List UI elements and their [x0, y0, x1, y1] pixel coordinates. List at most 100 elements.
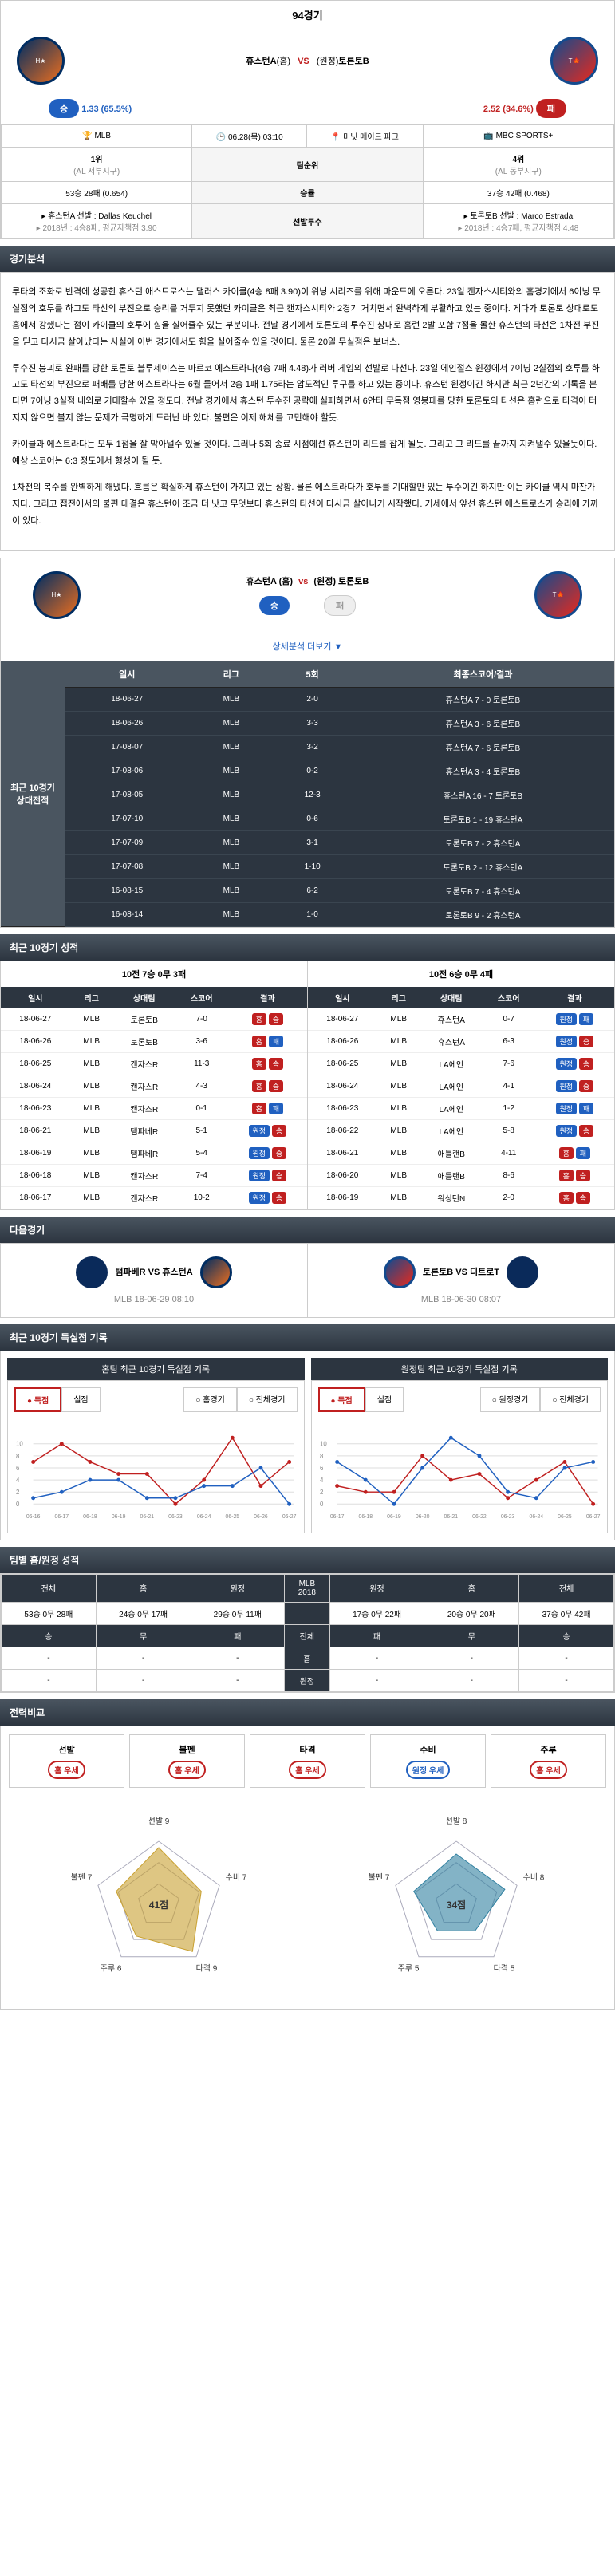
- tab-score[interactable]: ● 득점: [14, 1387, 61, 1412]
- info-broadcast: 📺 MBC SPORTS+: [423, 125, 613, 148]
- svg-text:06-24: 06-24: [529, 1514, 543, 1520]
- svg-text:06-20: 06-20: [415, 1514, 429, 1520]
- away-prefix: (원정): [317, 57, 339, 66]
- home-rank: 1위(AL 서부지구): [2, 148, 192, 182]
- home-team-name: 휴스턴A: [246, 57, 276, 66]
- svg-text:선발 9: 선발 9: [148, 1817, 170, 1826]
- compare-title: 전력비교: [0, 1699, 615, 1726]
- next-home: 탬파베R VS 휴스턴A MLB 18-06-29 08:10: [1, 1244, 308, 1317]
- teamrec-title: 팀별 홈/원정 성적: [0, 1547, 615, 1573]
- svg-text:06-25: 06-25: [558, 1514, 572, 1520]
- svg-text:41점: 41점: [149, 1899, 168, 1911]
- odds-lose-label: 패: [536, 99, 566, 118]
- mid-vs: vs: [298, 577, 308, 586]
- svg-text:타격 5: 타격 5: [493, 1963, 514, 1973]
- svg-text:34점: 34점: [447, 1899, 466, 1911]
- svg-text:6: 6: [16, 1465, 20, 1472]
- svg-text:06-27: 06-27: [585, 1514, 600, 1520]
- svg-text:10: 10: [319, 1440, 326, 1447]
- away-team-logo: T🍁: [550, 37, 598, 85]
- mid-teams: H★ 휴스턴A (홈) vs (원정) 토론토B 승 패 T🍁: [1, 558, 614, 632]
- mid-win-pill[interactable]: 승: [259, 596, 290, 615]
- recent-title: 최근 10경기 성적: [0, 934, 615, 961]
- next-home-time: MLB 18-06-29 08:10: [14, 1295, 294, 1304]
- teamrec-table: 전체홈원정MLB2018원정홈전체53승 0무 28패24승 0무 17패29승…: [1, 1574, 614, 1692]
- svg-text:06-24: 06-24: [197, 1514, 211, 1520]
- next-title: 다음경기: [0, 1217, 615, 1243]
- svg-text:불펜 7: 불펜 7: [71, 1872, 93, 1882]
- away-rank: 4위(AL 동부지구): [423, 148, 613, 182]
- info-stadium: 📍 미닛 메이드 파크: [307, 125, 424, 148]
- svg-text:06-23: 06-23: [168, 1514, 183, 1520]
- info-table: 🏆 MLB 🕒 06.28(목) 03:10 📍 미닛 메이드 파크 📺 MBC…: [1, 124, 614, 239]
- svg-text:06-17: 06-17: [329, 1514, 344, 1520]
- svg-text:0: 0: [319, 1501, 323, 1508]
- svg-text:주루 5: 주루 5: [397, 1963, 419, 1973]
- tb-logo-icon: [76, 1256, 108, 1288]
- svg-text:06-19: 06-19: [387, 1514, 401, 1520]
- tab-homeonly[interactable]: ○ 홈경기: [183, 1387, 236, 1412]
- analysis-title: 경기분석: [0, 246, 615, 272]
- svg-text:8: 8: [16, 1452, 20, 1459]
- away-radar-chart: 선발 8 수비 8 타격 5 주루 5 불펜 7 34점: [345, 1805, 568, 1997]
- svg-text:06-18: 06-18: [358, 1514, 373, 1520]
- next-away: 토론토B VS 디트로T MLB 18-06-30 08:07: [308, 1244, 614, 1317]
- mid-lose-pill[interactable]: 패: [324, 595, 356, 616]
- svg-text:불펜 7: 불펜 7: [368, 1872, 389, 1882]
- svg-text:06-21: 06-21: [444, 1514, 458, 1520]
- tab-awayonly[interactable]: ○ 원정경기: [480, 1387, 541, 1412]
- home-wl: 53승 28패 (0.654): [2, 182, 192, 204]
- svg-text:06-19: 06-19: [112, 1514, 126, 1520]
- svg-text:0: 0: [16, 1501, 20, 1508]
- svg-text:2: 2: [319, 1489, 322, 1496]
- home-mid-logo: H★: [33, 571, 81, 619]
- tab-all[interactable]: ○ 전체경기: [237, 1387, 298, 1412]
- svg-text:6: 6: [319, 1465, 323, 1472]
- svg-text:06-26: 06-26: [254, 1514, 268, 1520]
- rank-label: 팀순위: [192, 148, 423, 182]
- info-league: 🏆 MLB: [2, 125, 192, 148]
- away-chart-title: 원정팀 최근 10경기 득실점 기록: [311, 1358, 609, 1380]
- away-team-name: 토론토B: [338, 57, 369, 66]
- home-line-chart: 024681006-1606-1706-1806-1906-2106-2306-…: [14, 1412, 298, 1524]
- svg-text:06-21: 06-21: [140, 1514, 155, 1520]
- info-datetime: 🕒 06.28(목) 03:10: [192, 125, 307, 148]
- mid-home-label: 휴스턴A (홈): [246, 577, 293, 586]
- away-sp: ▸ 토론토B 선발 : Marco Estrada▸ 2018년 : 4승7패,…: [423, 204, 613, 239]
- svg-text:선발 8: 선발 8: [445, 1817, 467, 1826]
- home-chart-tabs: ● 득점 실점 ○ 홈경기 ○ 전체경기: [14, 1387, 298, 1412]
- away-chart-tabs: ● 득점 실점 ○ 원정경기 ○ 전체경기: [318, 1387, 601, 1412]
- tab-runs[interactable]: 실점: [61, 1387, 100, 1412]
- tab-runs-a[interactable]: 실점: [365, 1387, 404, 1412]
- svg-text:수비 7: 수비 7: [226, 1872, 247, 1882]
- home-chart-title: 홈팀 최근 10경기 득실점 기록: [7, 1358, 305, 1380]
- svg-text:4: 4: [319, 1477, 323, 1484]
- svg-text:06-16: 06-16: [26, 1514, 41, 1520]
- next-away-time: MLB 18-06-30 08:07: [321, 1295, 601, 1304]
- sp-label: 선발투수: [192, 204, 423, 239]
- away-line-chart: 0 2 4 6 8 10 06-17 06-18 06-19 06-20 06-21 06-22 06-…: [318, 1412, 601, 1524]
- tab-score-a[interactable]: ● 득점: [318, 1387, 365, 1412]
- hou-mini-logo-icon: [200, 1256, 232, 1288]
- vs-label: VS: [298, 57, 309, 66]
- det-logo-icon: [507, 1256, 538, 1288]
- vs-block: 휴스턴A(홈) VS (원정)토론토B: [246, 54, 369, 67]
- away-mid-logo: T🍁: [534, 571, 582, 619]
- away-wl: 37승 42패 (0.468): [423, 182, 613, 204]
- svg-text:06-22: 06-22: [472, 1514, 487, 1520]
- detail-link[interactable]: 상세분석 더보기 ▼: [1, 632, 614, 661]
- svg-text:06-25: 06-25: [226, 1514, 240, 1520]
- odds-row: 승 1.33 (65.5%) 2.52 (34.6%) 패: [1, 93, 614, 124]
- tab-all-a[interactable]: ○ 전체경기: [540, 1387, 601, 1412]
- svg-text:06-17: 06-17: [55, 1514, 69, 1520]
- svg-text:2: 2: [16, 1489, 19, 1496]
- svg-text:10: 10: [16, 1440, 23, 1447]
- game-number: 94경기: [1, 1, 614, 29]
- odds-win: 1.33 (65.5%): [81, 105, 132, 114]
- home-suffix: (홈): [277, 57, 290, 66]
- svg-text:수비 8: 수비 8: [522, 1872, 544, 1882]
- odds-win-label: 승: [49, 99, 79, 118]
- h2h-section: 최근 10경기상대전적일시리그5회최종스코어/결과18-06-27MLB2-0휴…: [1, 661, 614, 927]
- svg-text:8: 8: [319, 1452, 323, 1459]
- home-radar-chart: 선발 9수비 7타격 9주루 6불펜 741점: [47, 1805, 270, 1997]
